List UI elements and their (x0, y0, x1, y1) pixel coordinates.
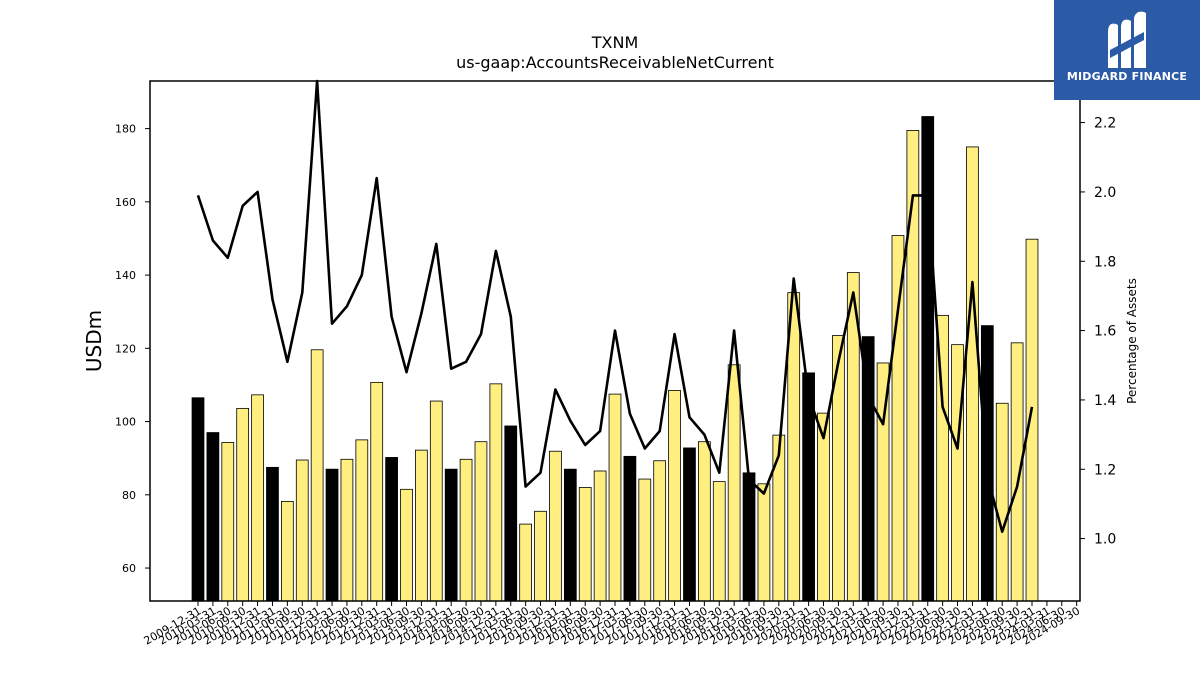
bar-55 (1010, 342, 1024, 602)
bar-21 (504, 425, 518, 602)
bar-14 (400, 488, 413, 602)
y-tick-label: 60 (122, 562, 136, 575)
bar-36 (727, 364, 741, 602)
bar-17 (444, 468, 458, 602)
bar-52 (966, 146, 979, 602)
bar-18 (459, 458, 473, 602)
y2-tick-label: 1.6 (1094, 324, 1116, 340)
bar-2 (221, 442, 235, 602)
y-tick-label: 80 (122, 489, 136, 502)
bar-6 (280, 500, 294, 602)
bar-26 (578, 487, 592, 602)
bar-25 (563, 468, 577, 602)
bar-16 (429, 400, 443, 602)
bar-5 (266, 466, 279, 602)
bar-13 (385, 457, 398, 602)
bar-19 (474, 441, 488, 602)
bar-27 (593, 470, 607, 602)
brand-name: MIDGARD FINANCE (1066, 70, 1188, 83)
y2-tick-label: 1.2 (1094, 462, 1116, 478)
bar-7 (295, 459, 309, 602)
bar-39 (772, 434, 786, 602)
bar-38 (757, 483, 771, 602)
bar-32 (668, 390, 681, 602)
bar-42 (817, 412, 830, 602)
y2-axis-label: Percentage of Assets (1125, 278, 1139, 404)
bars-layer (191, 116, 1039, 602)
bar-12 (370, 381, 384, 602)
bar-34 (698, 441, 711, 602)
bar-30 (638, 478, 652, 602)
midgard-logo-icon (1108, 11, 1146, 69)
bar-31 (653, 460, 667, 602)
bar-22 (519, 523, 533, 602)
bar-35 (712, 481, 726, 602)
y-tick-label: 160 (115, 196, 136, 209)
y-tick-label: 180 (115, 123, 136, 136)
bar-49 (921, 116, 935, 602)
bar-47 (891, 235, 905, 602)
bar-0 (191, 397, 205, 602)
bar-28 (608, 393, 622, 602)
y2-tick-label: 1.8 (1094, 254, 1116, 270)
bar-56 (1025, 238, 1039, 602)
bar-24 (549, 450, 562, 602)
y2-tick-label: 2.0 (1094, 185, 1116, 201)
x-axis: 2009-12-312010-03-312010-06-302010-09-30… (142, 601, 1082, 648)
y-tick-label: 140 (115, 269, 136, 282)
chart-subtitle: us-gaap:AccountsReceivableNetCurrent (456, 53, 774, 72)
y2-tick-label: 2.2 (1094, 116, 1116, 132)
left-axis: 60 80 100 120 140 160 180 (115, 123, 150, 575)
bar-43 (832, 335, 845, 602)
bar-9 (325, 468, 339, 602)
percent-of-assets-line (196, 79, 1034, 533)
bar-37 (742, 472, 756, 602)
bar-51 (951, 344, 964, 602)
bar-29 (623, 455, 637, 602)
bar-1 (206, 432, 220, 602)
brand-logo: MIDGARD FINANCE (1054, 0, 1200, 100)
bar-23 (534, 510, 547, 602)
y-axis-label: USDm (82, 310, 106, 372)
chart-title: TXNM (591, 33, 639, 52)
bar-8 (310, 349, 324, 602)
y2-tick-label: 1.0 (1094, 532, 1116, 548)
bar-4 (251, 394, 264, 602)
y-tick-label: 120 (115, 342, 136, 355)
bar-33 (683, 447, 696, 602)
bar-3 (236, 407, 250, 602)
bar-10 (340, 458, 354, 602)
bar-15 (415, 449, 428, 602)
bar-54 (995, 402, 1009, 602)
y2-tick-label: 1.4 (1094, 393, 1116, 409)
bar-20 (489, 383, 503, 602)
y-tick-label: 100 (115, 416, 136, 429)
right-axis: 1.0 1.2 1.4 1.6 1.8 2.0 2.2 (1080, 116, 1116, 548)
bar-11 (355, 439, 369, 602)
